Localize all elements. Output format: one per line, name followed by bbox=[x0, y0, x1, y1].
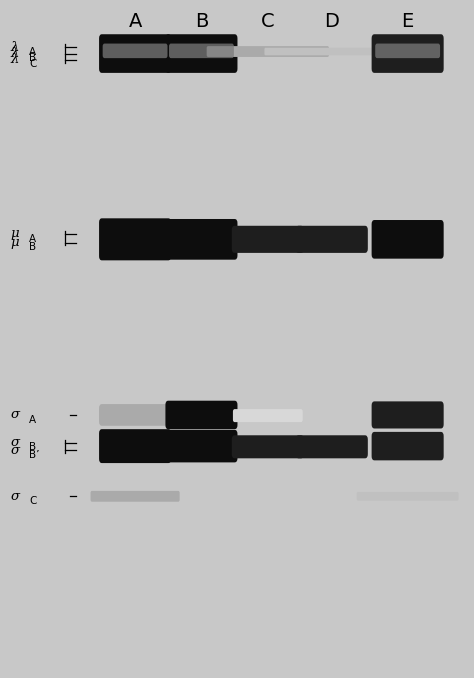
FancyBboxPatch shape bbox=[99, 35, 171, 73]
Text: A: A bbox=[29, 415, 36, 424]
FancyBboxPatch shape bbox=[91, 491, 180, 502]
FancyBboxPatch shape bbox=[103, 43, 167, 58]
FancyBboxPatch shape bbox=[296, 435, 368, 458]
Text: C: C bbox=[29, 60, 37, 69]
FancyBboxPatch shape bbox=[375, 43, 440, 58]
FancyBboxPatch shape bbox=[296, 226, 368, 253]
Text: D: D bbox=[324, 12, 339, 31]
FancyBboxPatch shape bbox=[232, 435, 304, 458]
Text: σ: σ bbox=[10, 408, 19, 422]
Text: λ: λ bbox=[10, 47, 19, 60]
Text: B: B bbox=[195, 12, 208, 31]
Text: λ: λ bbox=[10, 53, 19, 66]
FancyBboxPatch shape bbox=[165, 35, 237, 73]
Text: B’: B’ bbox=[29, 450, 40, 460]
FancyBboxPatch shape bbox=[232, 226, 304, 253]
FancyBboxPatch shape bbox=[165, 430, 237, 462]
FancyBboxPatch shape bbox=[165, 219, 237, 260]
FancyBboxPatch shape bbox=[372, 35, 444, 73]
Text: λ: λ bbox=[10, 41, 19, 54]
Text: B: B bbox=[29, 443, 36, 452]
Text: B: B bbox=[29, 243, 36, 252]
FancyBboxPatch shape bbox=[99, 429, 171, 463]
FancyBboxPatch shape bbox=[99, 404, 171, 426]
Text: σ: σ bbox=[10, 443, 19, 457]
Text: B: B bbox=[29, 54, 36, 63]
FancyBboxPatch shape bbox=[169, 43, 234, 58]
FancyBboxPatch shape bbox=[99, 218, 171, 260]
FancyBboxPatch shape bbox=[372, 401, 444, 428]
FancyBboxPatch shape bbox=[372, 220, 444, 258]
Text: μ: μ bbox=[10, 227, 19, 241]
Text: A: A bbox=[29, 234, 36, 243]
Text: C: C bbox=[261, 12, 274, 31]
Text: A: A bbox=[128, 12, 142, 31]
FancyBboxPatch shape bbox=[372, 432, 444, 460]
Text: μ: μ bbox=[10, 236, 19, 250]
Text: σ: σ bbox=[10, 490, 19, 503]
FancyBboxPatch shape bbox=[165, 401, 237, 429]
FancyBboxPatch shape bbox=[207, 46, 329, 57]
FancyBboxPatch shape bbox=[357, 492, 458, 500]
Text: A: A bbox=[29, 47, 36, 57]
Text: σ: σ bbox=[10, 436, 19, 450]
FancyBboxPatch shape bbox=[233, 409, 303, 422]
Text: C: C bbox=[29, 496, 37, 506]
FancyBboxPatch shape bbox=[264, 47, 399, 56]
Text: E: E bbox=[401, 12, 414, 31]
